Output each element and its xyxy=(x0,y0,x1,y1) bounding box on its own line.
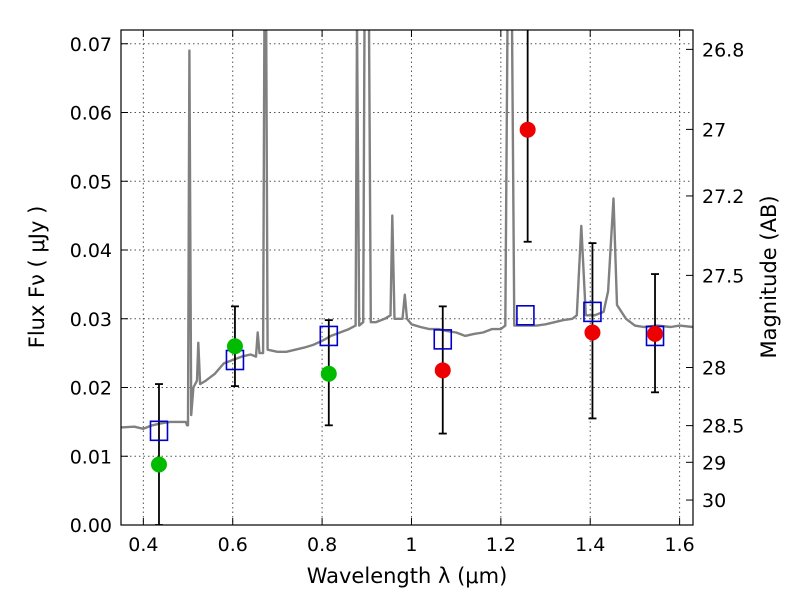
y-tick-label-5: 0.05 xyxy=(70,171,112,193)
mag-tick-label-5: 28.5 xyxy=(702,416,744,438)
square-marker-4 xyxy=(516,305,535,326)
plot-area xyxy=(121,30,693,525)
ticks: 0.4 0.6 0.8 1 1.2 1.4 1.6 0.00 0.01 0.02 0.03 0.04 0… xyxy=(70,30,744,556)
y-tick-label-0: 0.00 xyxy=(70,515,112,537)
x-tick-label-3: 1 xyxy=(405,534,417,556)
grid xyxy=(121,30,693,526)
mag-tick-label-3: 27.5 xyxy=(702,265,744,287)
mag-tick-label-2: 27.2 xyxy=(702,186,744,208)
x-tick-label-6: 1.6 xyxy=(664,534,694,556)
y-tick-label-1: 0.01 xyxy=(70,446,112,468)
mag-tick-label-6: 29 xyxy=(702,452,726,474)
mag-tick-label-0: 26.8 xyxy=(702,39,744,61)
circle-marker-1-2 xyxy=(320,365,337,382)
x-tick-label-1: 0.6 xyxy=(218,534,248,556)
x-tick-label-0: 0.4 xyxy=(128,534,158,556)
y-axis-right-label: Magnitude (AB) xyxy=(757,195,781,358)
spectrum-line xyxy=(121,30,693,430)
x-tick-label-5: 1.4 xyxy=(575,534,605,556)
x-tick-label-2: 0.8 xyxy=(307,534,337,556)
circle-marker-2-0 xyxy=(434,362,451,379)
circle-marker-2-3 xyxy=(647,325,664,342)
square-marker-3 xyxy=(433,329,453,350)
circle-marker-1-0 xyxy=(150,456,167,473)
y-tick-label-2: 0.02 xyxy=(70,378,112,400)
y-axis-label: Flux Fν ( μJy ) xyxy=(25,206,49,349)
x-tick-label-4: 1.2 xyxy=(486,534,516,556)
square-marker-0 xyxy=(149,420,169,442)
y-tick-label-4: 0.04 xyxy=(70,240,112,262)
mag-tick-label-1: 27 xyxy=(702,119,726,141)
circle-marker-1-1 xyxy=(226,338,243,355)
circle-marker-2-1 xyxy=(519,121,536,138)
mag-tick-label-7: 30 xyxy=(702,490,726,512)
mag-tick-label-4: 28 xyxy=(702,358,726,380)
square-marker-2 xyxy=(319,325,339,347)
x-axis-label: Wavelength λ (μm) xyxy=(307,564,508,588)
y-tick-label-7: 0.07 xyxy=(70,34,112,56)
y-tick-label-6: 0.06 xyxy=(70,103,112,125)
square-marker-5 xyxy=(583,301,602,323)
y-tick-label-3: 0.03 xyxy=(70,309,112,331)
circle-marker-2-2 xyxy=(584,324,601,341)
plot-frame xyxy=(120,29,694,526)
